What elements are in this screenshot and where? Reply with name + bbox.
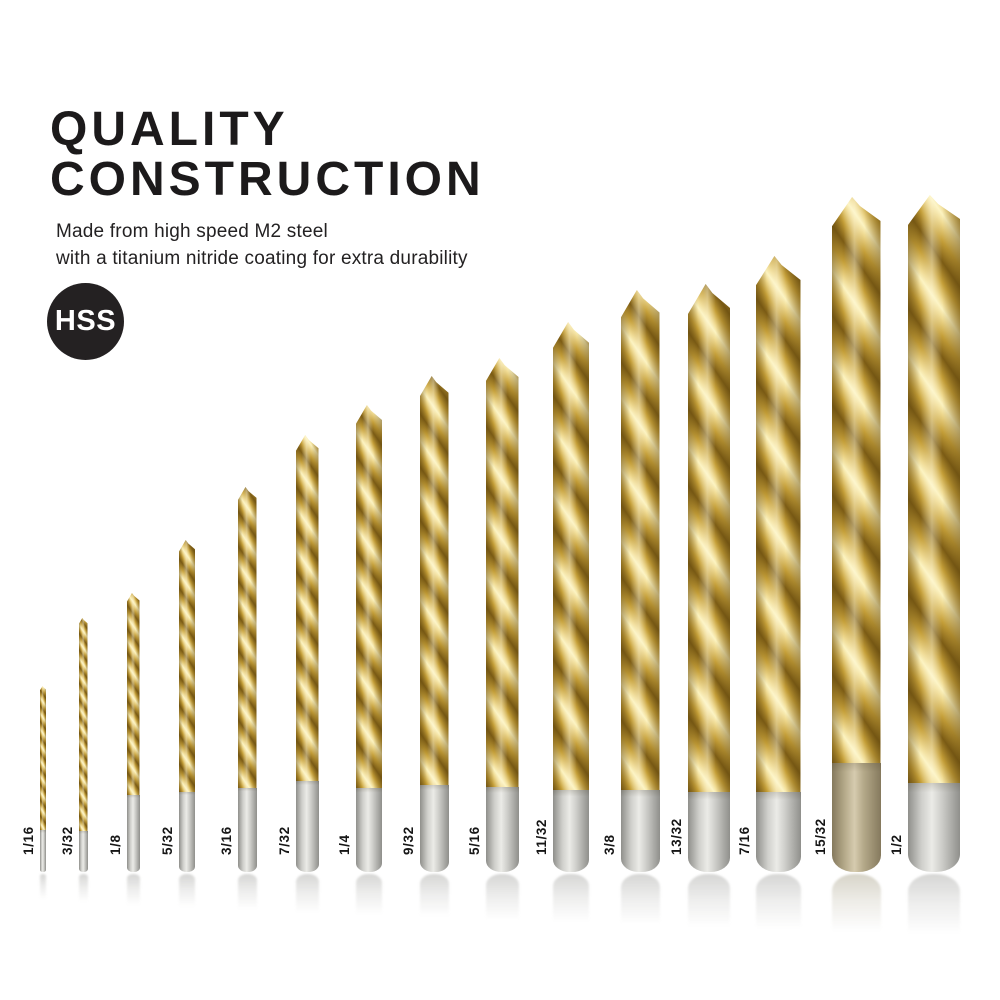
drill-bit-flute xyxy=(908,195,960,784)
drill-bit-shank xyxy=(688,792,730,872)
bit-size-label: 5/16 xyxy=(466,826,482,855)
drill-bit-shank xyxy=(620,790,660,872)
drill-bit-flute xyxy=(126,593,140,796)
drill-bit-flute xyxy=(356,405,382,789)
drill-bit-flute xyxy=(755,256,801,793)
drill-bit-reflection xyxy=(553,874,589,932)
drill-bit-shank xyxy=(126,795,140,872)
drill-bit-reflection xyxy=(237,874,257,917)
bit-size-label: 1/4 xyxy=(337,834,352,855)
drill-bit-flute xyxy=(553,322,589,791)
page-title-line2: CONSTRUCTION xyxy=(50,153,485,206)
drill-bit-reflection xyxy=(688,874,730,938)
drill-bit-reflection xyxy=(831,874,881,944)
subtitle-line1: Made from high speed M2 steel xyxy=(56,221,328,242)
drill-bit-shank xyxy=(179,792,195,872)
drill-bit-reflection xyxy=(179,874,195,914)
bit-size-label: 3/8 xyxy=(601,834,617,855)
drill-bit-reflection xyxy=(126,874,140,912)
hss-badge: HSS xyxy=(47,283,124,360)
bit-size-label: 1/2 xyxy=(889,834,904,855)
drill-bit-shank xyxy=(485,787,519,872)
drill-bit-reflection xyxy=(485,874,519,930)
drill-bit-shank xyxy=(295,781,319,872)
drill-bit-flute xyxy=(688,284,730,793)
drill-bit-reflection xyxy=(356,874,382,923)
drill-bit-shank xyxy=(419,785,449,872)
drill-bit-shank xyxy=(78,831,88,872)
bit-size-label: 7/32 xyxy=(276,826,292,855)
page-title-line1: QUALITY xyxy=(50,103,289,156)
drill-bit-shank xyxy=(356,788,382,872)
drill-bit-flute xyxy=(620,290,660,791)
drill-bit-flute xyxy=(78,618,88,832)
drill-bit-shank xyxy=(908,783,960,872)
bit-size-label: 13/32 xyxy=(669,818,684,855)
drill-bit-flute xyxy=(179,540,195,793)
bit-size-label: 3/16 xyxy=(218,826,234,855)
drill-bit-shank xyxy=(40,830,46,872)
drill-bit-flute xyxy=(419,376,449,786)
drill-bit-shank xyxy=(755,792,801,872)
drill-bit-shank xyxy=(831,763,881,872)
drill-bit-flute xyxy=(237,487,257,789)
bit-size-label: 7/16 xyxy=(736,826,752,855)
subtitle-line2: with a titanium nitride coating for extr… xyxy=(56,248,468,269)
drill-bit-reflection xyxy=(908,874,960,947)
drill-bit-reflection xyxy=(620,874,660,935)
drill-bit-reflection xyxy=(40,874,46,905)
drill-bit-reflection xyxy=(419,874,449,926)
bit-size-label: 5/32 xyxy=(160,826,175,855)
drill-bit-flute xyxy=(40,686,46,831)
drill-bit-flute xyxy=(295,435,319,782)
drill-bit-shank xyxy=(553,790,589,872)
drill-bit-flute xyxy=(831,197,881,764)
bit-size-label: 1/8 xyxy=(107,834,123,855)
drill-bit-reflection xyxy=(755,874,801,941)
bit-size-label: 3/32 xyxy=(59,826,75,855)
drill-bit-reflection xyxy=(295,874,319,921)
bit-size-label: 15/32 xyxy=(812,818,828,855)
bit-size-label: 11/32 xyxy=(534,818,549,855)
drill-bit-flute xyxy=(485,358,519,788)
bit-size-label: 1/16 xyxy=(21,826,36,855)
bit-size-label: 9/32 xyxy=(400,826,416,855)
drill-bit-shank xyxy=(237,788,257,872)
drill-bit-reflection xyxy=(78,874,88,908)
